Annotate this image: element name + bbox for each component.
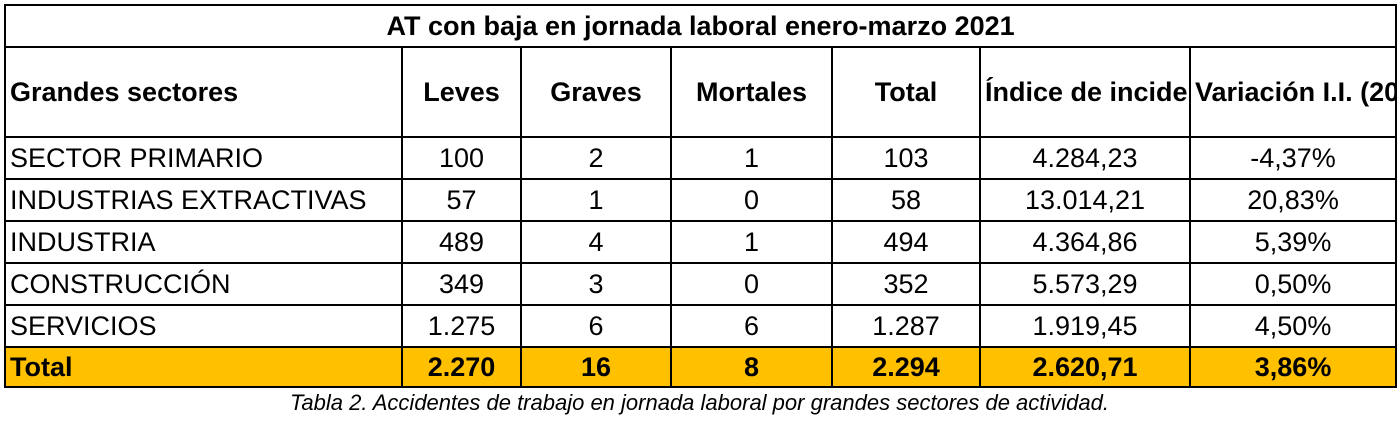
table-row: INDUSTRIA 489 4 1 494 4.364,86 5,39% [4, 220, 1398, 264]
leves-cell: 489 [401, 220, 522, 264]
sector-cell: SECTOR PRIMARIO [4, 136, 403, 180]
mortales-cell: 1 [670, 220, 833, 264]
variacion-cell: -4,37% [1188, 136, 1398, 180]
table-caption: Tabla 2. Accidentes de trabajo en jornad… [289, 390, 1109, 415]
table-title: AT con baja en jornada laboral enero-mar… [3, 4, 1398, 48]
table-row: INDUSTRIAS EXTRACTIVAS 57 1 0 58 13.014,… [4, 178, 1398, 222]
mortales-cell: 0 [670, 178, 833, 222]
graves-cell: 6 [520, 304, 672, 348]
total-cell: 58 [831, 178, 981, 222]
header-indice: Índice de incidencia [979, 46, 1191, 138]
header-total: Total [831, 46, 981, 138]
mortales-cell: 1 [670, 136, 833, 180]
graves-cell: 1 [520, 178, 672, 222]
header-mortales: Mortales [670, 46, 833, 138]
sector-cell: INDUSTRIA [4, 220, 403, 264]
indice-cell: 4.284,23 [979, 136, 1191, 180]
title-row: AT con baja en jornada laboral enero-mar… [3, 4, 1398, 48]
variacion-cell: 20,83% [1188, 178, 1398, 222]
leves-cell: 349 [401, 262, 522, 306]
accidents-table: AT con baja en jornada laboral enero-mar… [3, 4, 1398, 388]
indice-cell: 5.573,29 [979, 262, 1191, 306]
graves-cell: 4 [520, 220, 672, 264]
table-container: AT con baja en jornada laboral enero-mar… [3, 4, 1398, 416]
total-cell: 352 [831, 262, 981, 306]
total-cell: 103 [831, 136, 981, 180]
total-row: Total 2.270 16 8 2.294 2.620,71 3,86% [4, 346, 1398, 388]
table-row: CONSTRUCCIÓN 349 3 0 352 5.573,29 0,50% [4, 262, 1398, 306]
indice-cell: 4.364,86 [979, 220, 1191, 264]
sector-cell: INDUSTRIAS EXTRACTIVAS [4, 178, 403, 222]
total-indice: 2.620,71 [979, 346, 1191, 388]
graves-cell: 3 [520, 262, 672, 306]
total-variacion: 3,86% [1188, 346, 1398, 388]
header-row: Grandes sectores Leves Graves Mortales T… [4, 46, 1398, 138]
total-leves: 2.270 [401, 346, 522, 388]
graves-cell: 2 [520, 136, 672, 180]
header-sector: Grandes sectores [4, 46, 403, 138]
header-variacion: Variación I.I. (2020-2021) [1188, 46, 1398, 138]
mortales-cell: 0 [670, 262, 833, 306]
leves-cell: 57 [401, 178, 522, 222]
variacion-cell: 0,50% [1188, 262, 1398, 306]
total-cell: 1.287 [831, 304, 981, 348]
total-cell: 494 [831, 220, 981, 264]
variacion-cell: 5,39% [1188, 220, 1398, 264]
header-graves: Graves [520, 46, 672, 138]
leves-cell: 100 [401, 136, 522, 180]
total-mortales: 8 [670, 346, 833, 388]
variacion-cell: 4,50% [1188, 304, 1398, 348]
sector-cell: SERVICIOS [4, 304, 403, 348]
mortales-cell: 6 [670, 304, 833, 348]
indice-cell: 1.919,45 [979, 304, 1191, 348]
sector-cell: CONSTRUCCIÓN [4, 262, 403, 306]
indice-cell: 13.014,21 [979, 178, 1191, 222]
leves-cell: 1.275 [401, 304, 522, 348]
table-row: SERVICIOS 1.275 6 6 1.287 1.919,45 4,50% [4, 304, 1398, 348]
header-leves: Leves [401, 46, 522, 138]
total-graves: 16 [520, 346, 672, 388]
total-total: 2.294 [831, 346, 981, 388]
total-label: Total [4, 346, 403, 388]
table-row: SECTOR PRIMARIO 100 2 1 103 4.284,23 -4,… [4, 136, 1398, 180]
